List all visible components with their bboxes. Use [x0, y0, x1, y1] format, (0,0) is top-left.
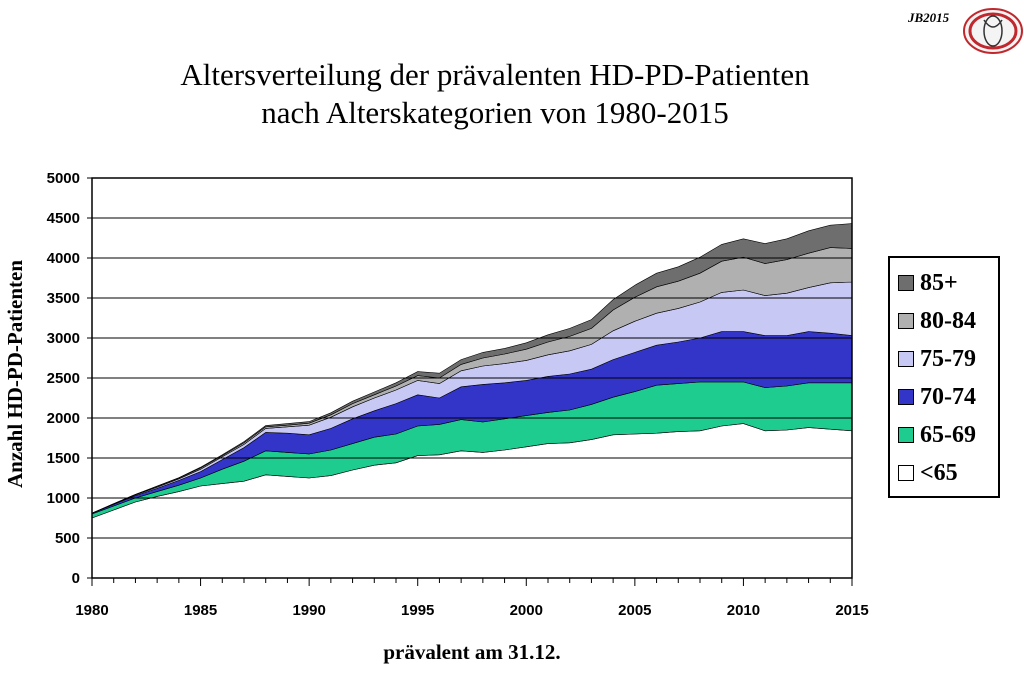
- y-tick-label: 3500: [47, 290, 80, 307]
- legend-item-85-plus: 85+: [898, 268, 958, 298]
- chart-title-line-1: Altersverteilung der prävalenten HD-PD-P…: [180, 57, 810, 92]
- legend-swatch: [898, 389, 914, 405]
- x-tick-label: 1995: [401, 602, 434, 619]
- chart-legend: 85+ 80-84 75-79 70-74 65-69 <65: [888, 256, 1000, 498]
- legend-item-under-65: <65: [898, 458, 958, 488]
- legend-swatch: [898, 427, 914, 443]
- logo-icon: [963, 8, 1023, 54]
- chart-title: Altersverteilung der prävalenten HD-PD-P…: [0, 56, 990, 132]
- y-tick-label: 2500: [47, 370, 80, 387]
- legend-label: 70-74: [920, 383, 976, 410]
- legend-swatch: [898, 313, 914, 329]
- y-tick-label: 1500: [47, 450, 80, 467]
- legend-swatch: [898, 275, 914, 291]
- legend-item-80-84: 80-84: [898, 306, 976, 336]
- y-tick-label: 5000: [47, 170, 80, 187]
- legend-item-75-79: 75-79: [898, 344, 976, 374]
- x-tick-label: 2015: [835, 602, 868, 619]
- legend-item-70-74: 70-74: [898, 382, 976, 412]
- chart-title-line-2: nach Alterskategorien von 1980-2015: [261, 95, 729, 130]
- legend-swatch: [898, 465, 914, 481]
- x-tick-label: 1985: [184, 602, 217, 619]
- y-tick-label: 4500: [47, 210, 80, 227]
- legend-swatch: [898, 351, 914, 367]
- legend-label: 65-69: [920, 421, 976, 448]
- report-badge: JB2015: [908, 6, 1024, 54]
- x-tick-label: 2010: [727, 602, 760, 619]
- y-tick-label: 0: [72, 570, 80, 587]
- legend-label: 75-79: [920, 345, 976, 372]
- y-tick-label: 500: [55, 530, 80, 547]
- y-axis-ticks: 0 500 1000 1500 2000 2500 3000 3500 4000 4500 5000: [47, 170, 92, 587]
- y-tick-label: 1000: [47, 490, 80, 507]
- y-tick-label: 2000: [47, 410, 80, 427]
- x-tick-label: 1980: [75, 602, 108, 619]
- legend-item-65-69: 65-69: [898, 420, 976, 450]
- x-tick-label: 2000: [510, 602, 543, 619]
- y-tick-label: 3000: [47, 330, 80, 347]
- legend-label: 80-84: [920, 307, 976, 334]
- gridlines: [92, 217, 852, 539]
- x-tick-label: 2005: [618, 602, 651, 619]
- legend-label: 85+: [920, 269, 958, 296]
- area-layers: [91, 223, 853, 579]
- x-axis-title: prävalent am 31.12.: [383, 640, 560, 664]
- x-tick-label: 1990: [292, 602, 325, 619]
- badge-text: JB2015: [908, 10, 950, 25]
- y-tick-label: 4000: [47, 250, 80, 267]
- x-axis-ticks: 1980 1985 1990 1995 2000 2005 2010 2015: [75, 578, 869, 619]
- y-axis-title: Anzahl HD-PD-Patienten: [3, 260, 27, 488]
- legend-label: <65: [920, 459, 958, 486]
